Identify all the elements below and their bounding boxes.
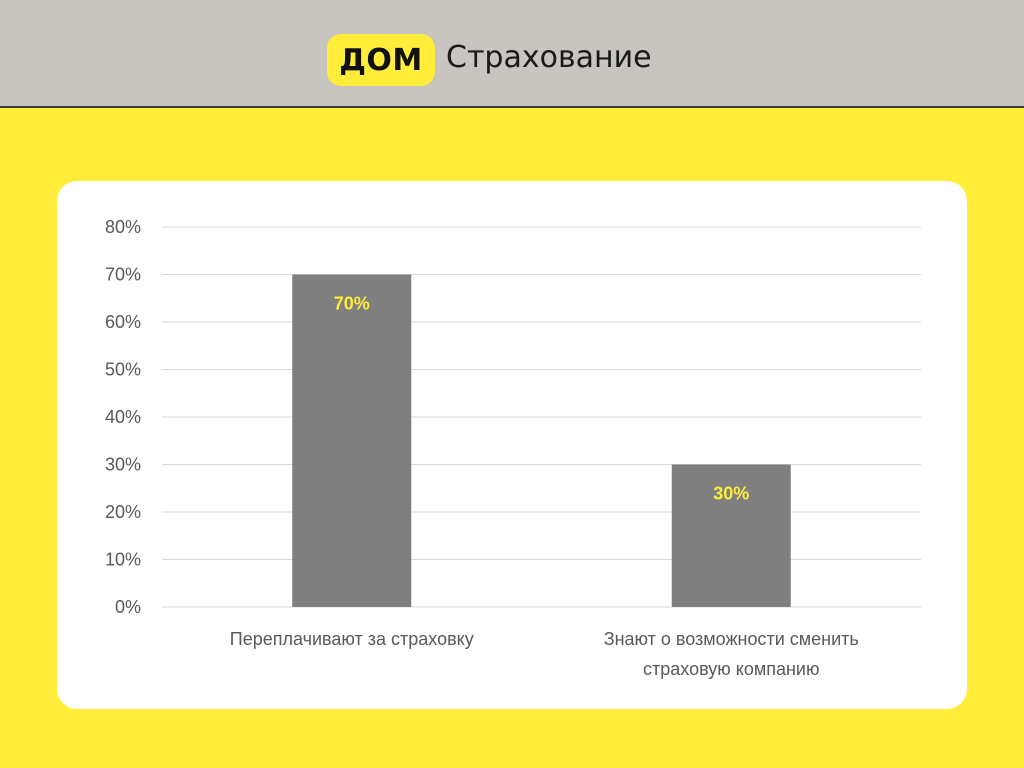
y-tick-label: 60% bbox=[105, 312, 141, 332]
chart-card bbox=[57, 181, 967, 709]
y-tick-label: 70% bbox=[105, 265, 141, 285]
header: ДОМ Страхование bbox=[0, 0, 1024, 108]
data-label: 30% bbox=[713, 484, 749, 504]
data-label: 70% bbox=[334, 294, 370, 314]
x-category-label: Знают о возможности сменить bbox=[604, 629, 859, 649]
logo-text: Страхование bbox=[446, 40, 652, 75]
y-tick-label: 20% bbox=[105, 502, 141, 522]
y-tick-label: 50% bbox=[105, 360, 141, 380]
bar bbox=[292, 274, 412, 607]
y-tick-label: 10% bbox=[105, 550, 141, 570]
bar bbox=[671, 464, 791, 607]
x-category-label: Переплачивают за страховку bbox=[230, 629, 474, 649]
y-tick-label: 0% bbox=[115, 597, 141, 617]
logo-badge: ДОМ bbox=[327, 34, 435, 86]
y-tick-label: 80% bbox=[105, 217, 141, 237]
y-tick-label: 40% bbox=[105, 407, 141, 427]
x-category-label: страховую компанию bbox=[643, 659, 819, 679]
y-tick-label: 30% bbox=[105, 455, 141, 475]
